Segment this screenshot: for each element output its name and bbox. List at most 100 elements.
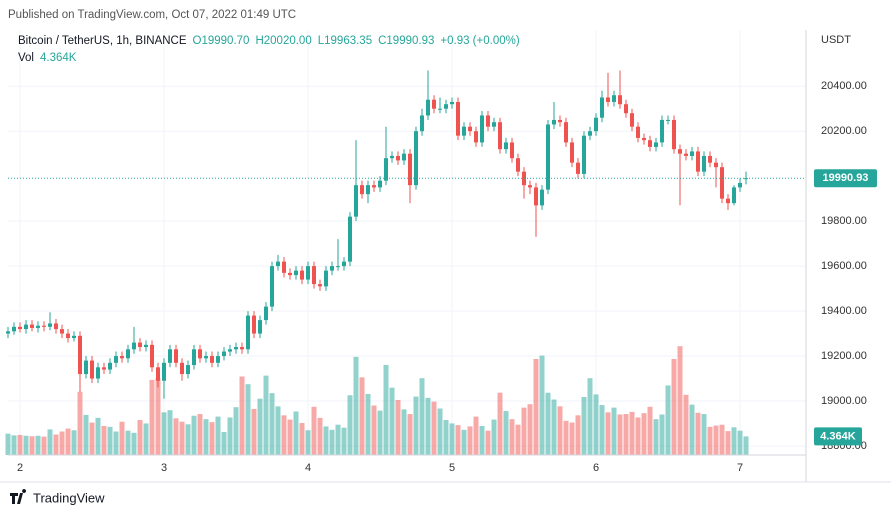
volume-bar [365,393,371,455]
volume-bar [683,394,689,455]
candle-body [612,95,616,102]
candle-body [426,99,430,116]
candle-body [48,323,52,327]
x-tick-label: 5 [449,462,455,474]
volume-bar [203,419,209,455]
volume-badge-label: 4.364K [820,430,856,442]
volume-bar [215,416,221,455]
candle-body [120,356,124,359]
volume-bar [629,411,635,455]
candle-body [648,140,652,147]
volume-bar [269,393,275,455]
volume-bar [521,407,527,455]
volume-bar [413,396,419,455]
candle-body [306,266,310,280]
volume-bar [113,431,119,455]
volume-badge [814,427,862,446]
candle-body [654,142,658,147]
volume-bar [623,414,629,455]
candle-body [192,349,196,366]
candle-body [546,124,550,190]
candle-body [24,324,28,330]
candle-body [294,270,298,276]
candle-body [336,266,340,268]
candle-body [360,185,364,195]
volume-bar [395,399,401,455]
volume-bar [131,432,137,455]
volume-bar [737,430,743,455]
candle-layer [6,70,748,399]
volume-bar [497,392,503,455]
candle-body [210,356,214,363]
ohlc-low: L19963.35 [317,35,373,47]
volume-bar [647,406,653,455]
candle-body [348,216,352,262]
volume-bar [281,415,287,455]
volume-bar [449,423,455,455]
volume-bar [707,426,713,455]
candle-body [678,149,682,154]
volume-bar [251,408,257,455]
volume-bar [23,435,29,455]
candle-body [246,315,250,350]
candle-body [30,324,34,328]
candle-body [402,153,406,161]
last-price-badge [814,169,877,188]
volume-bar [527,404,533,455]
candle-body [342,261,346,267]
volume-bar [101,425,107,455]
candle-body [36,325,40,328]
candle-body [282,261,286,273]
published-note: Published on TradingView.com, Oct 07, 20… [8,9,296,21]
volume-bar [227,417,233,455]
volume-bar [257,398,263,455]
volume-bar [575,415,581,455]
y-tick-label: 19600.00 [821,260,867,272]
candle-body [66,333,70,339]
y-tick-label: 20400.00 [821,80,867,92]
volume-bar [167,410,173,455]
candle-body [558,119,562,123]
candle-body [126,349,130,359]
volume-bar [479,425,485,455]
candle-body [438,108,442,110]
y-axis-label: USDT [821,34,851,46]
volume-bar [287,419,293,455]
candle-body [234,347,238,350]
volume-bar [119,421,125,455]
candle-body [312,266,316,285]
candle-body [378,180,382,188]
volume-bar [341,427,347,455]
candle-body [174,349,178,363]
candle-body [726,198,730,204]
candle-body [720,167,724,199]
volume-bar [473,416,479,455]
candle-body [156,367,160,381]
candle-body [666,119,670,121]
candle-body [6,331,10,334]
volume-bar [515,424,521,455]
candle-body [180,362,184,375]
volume-bar [599,405,605,455]
candle-body [732,187,736,204]
candle-body [450,101,454,105]
candle-body [396,155,400,161]
volume-bar [137,420,143,455]
x-tick-label: 2 [17,462,23,474]
candle-body [486,115,490,127]
candle-body [738,182,742,188]
volume-bar [551,399,557,455]
candle-body [330,266,334,271]
volume-bar [311,406,317,455]
volume-bar [83,414,89,455]
volume-bar [191,415,197,455]
candle-body [96,367,100,379]
volume-bar [587,378,593,455]
volume-bar [431,401,437,455]
candle-body [588,131,592,136]
candle-body [72,335,76,339]
volume-bar [695,412,701,455]
volume-bar [635,417,641,455]
volume-bar [317,417,323,455]
